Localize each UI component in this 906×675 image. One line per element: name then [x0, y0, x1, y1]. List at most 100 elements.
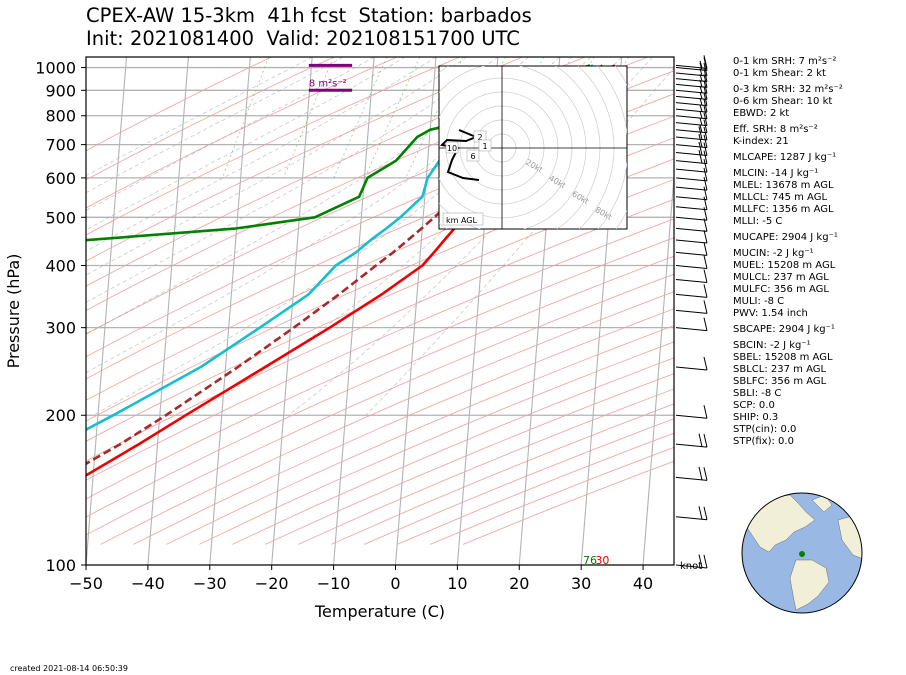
- surface-temp-label: 30: [595, 554, 609, 567]
- x-tick-label: −30: [193, 574, 227, 593]
- wind-barb-flag: [703, 134, 708, 148]
- dry-adiabat: [86, 57, 335, 181]
- wind-barb-staff: [675, 227, 708, 232]
- index-row: MLLFC: 1356 m AGL: [733, 204, 834, 215]
- index-row: 0-3 km SRH: 32 m²s⁻²: [733, 84, 843, 95]
- isotherm: [394, 57, 437, 565]
- chart-title: CPEX-AW 15-3km 41h fcst Station: barbado…: [86, 4, 532, 27]
- hodograph-height-label: 10: [447, 144, 457, 153]
- wind-barb-staff: [675, 95, 708, 100]
- wind-barb-flag: [703, 255, 708, 269]
- x-tick-label: 10: [447, 574, 467, 593]
- hodograph-height-box: [478, 139, 492, 152]
- wind-barb-staff: [675, 136, 708, 141]
- wind-barb-flag: [703, 300, 708, 314]
- wind-barb-staff: [675, 168, 708, 173]
- y-tick-label: 300: [45, 319, 76, 338]
- wind-barb-staff: [675, 309, 708, 314]
- wind-barb-staff: [675, 278, 708, 283]
- index-row: SBLFC: 356 m AGL: [733, 376, 827, 387]
- globe-outline: [741, 492, 863, 614]
- index-row: 0-1 km Shear: 2 kt: [733, 68, 826, 79]
- wind-barb: [675, 167, 708, 182]
- wind-barb-flag: [698, 433, 703, 447]
- wind-barb: [675, 242, 708, 256]
- index-row: SCP: 0.0: [733, 400, 775, 411]
- wind-barb-flag: [703, 142, 708, 156]
- wind-barb: [675, 176, 708, 191]
- index-row: MLCAPE: 1287 J kg⁻¹: [733, 152, 837, 163]
- wind-barb: [675, 255, 708, 269]
- surface-dewpoint-label: 76: [583, 554, 597, 567]
- wind-barb-staff: [675, 108, 708, 113]
- wind-barb-flag: [703, 467, 708, 481]
- wind-barb-staff: [675, 151, 708, 156]
- wind-barb: [675, 112, 708, 127]
- wind-barb-flag: [698, 149, 703, 164]
- index-row: MUCIN: -2 J kg⁻¹: [733, 248, 814, 259]
- wind-barb-flag: [703, 112, 708, 126]
- wind-barb: [675, 269, 708, 283]
- wind-barb-flag: [699, 104, 703, 112]
- x-tick-label: −50: [69, 574, 103, 593]
- mixing-ratio-line: [333, 57, 388, 179]
- dry-adiabat: [86, 255, 674, 518]
- wind-barb-staff: [675, 206, 708, 211]
- wind-barb-staff: [675, 83, 708, 88]
- index-row: SHIP: 0.3: [733, 412, 779, 423]
- wind-barb-flag: [703, 284, 708, 298]
- x-tick-label: 30: [571, 574, 591, 593]
- wind-barb-flag: [703, 317, 708, 331]
- isotherm: [642, 169, 674, 565]
- dry-adiabat: [166, 325, 674, 545]
- moist-adiabat: [86, 57, 344, 194]
- y-tick-label: 1000: [35, 59, 76, 78]
- wind-barb-staff: [675, 102, 708, 107]
- srh-label: 8 m²s⁻²: [309, 78, 347, 89]
- index-row: SBLI: -8 C: [733, 388, 782, 399]
- wind-barb-flag: [703, 269, 708, 283]
- land-greenland: [811, 494, 833, 513]
- x-tick-label: −10: [317, 574, 351, 593]
- wind-barb-flag: [698, 554, 703, 568]
- wind-barb-flag: [703, 74, 708, 88]
- wind-barb-staff: [675, 144, 708, 149]
- station-marker: [799, 551, 805, 557]
- wind-barb-flag: [703, 196, 708, 210]
- index-row: Eff. SRH: 8 m²s⁻²: [733, 124, 818, 135]
- wind-barb-flag: [703, 554, 708, 569]
- wind-barb-staff: [675, 476, 708, 481]
- wind-barb-staff: [675, 78, 708, 83]
- y-axis-label: Pressure (hPa): [4, 254, 23, 369]
- wind-barb-staff: [675, 239, 708, 244]
- wind-barb: [675, 133, 708, 149]
- wind-barb-staff: [675, 366, 708, 371]
- chart-subtitle: Init: 2021081400 Valid: 202108151700 UTC: [86, 27, 520, 50]
- dry-adiabat: [86, 198, 674, 462]
- hodograph-height-box: [445, 141, 459, 154]
- dry-adiabat: [86, 237, 674, 500]
- wind-barb-flag: [699, 98, 703, 106]
- index-row: PWV: 1.54 inch: [733, 308, 808, 319]
- y-tick-label: 700: [45, 136, 76, 155]
- index-row: K-index: 21: [733, 136, 789, 147]
- wind-barb: [675, 158, 708, 173]
- wind-barb-flag: [703, 158, 708, 173]
- isotherm: [209, 57, 251, 565]
- wind-barb-flag: [699, 117, 703, 126]
- wind-barb-flag: [703, 229, 708, 244]
- x-axis-label: Temperature (C): [314, 602, 445, 621]
- wind-barb-flag: [698, 141, 703, 156]
- moist-adiabat: [86, 57, 561, 374]
- wind-barb-staff: [675, 177, 708, 182]
- wind-barb-flag: [703, 55, 708, 69]
- wind-barb-flag: [703, 506, 708, 520]
- hodograph-height-box: [466, 149, 480, 162]
- moist-adiabat: [86, 57, 375, 211]
- wind-barb-staff: [675, 327, 708, 332]
- wind-barb: [675, 554, 708, 569]
- dry-adiabat: [133, 308, 674, 545]
- wind-units-label: knot: [680, 561, 702, 572]
- created-timestamp: created 2021-08-14 06:50:39: [10, 664, 128, 673]
